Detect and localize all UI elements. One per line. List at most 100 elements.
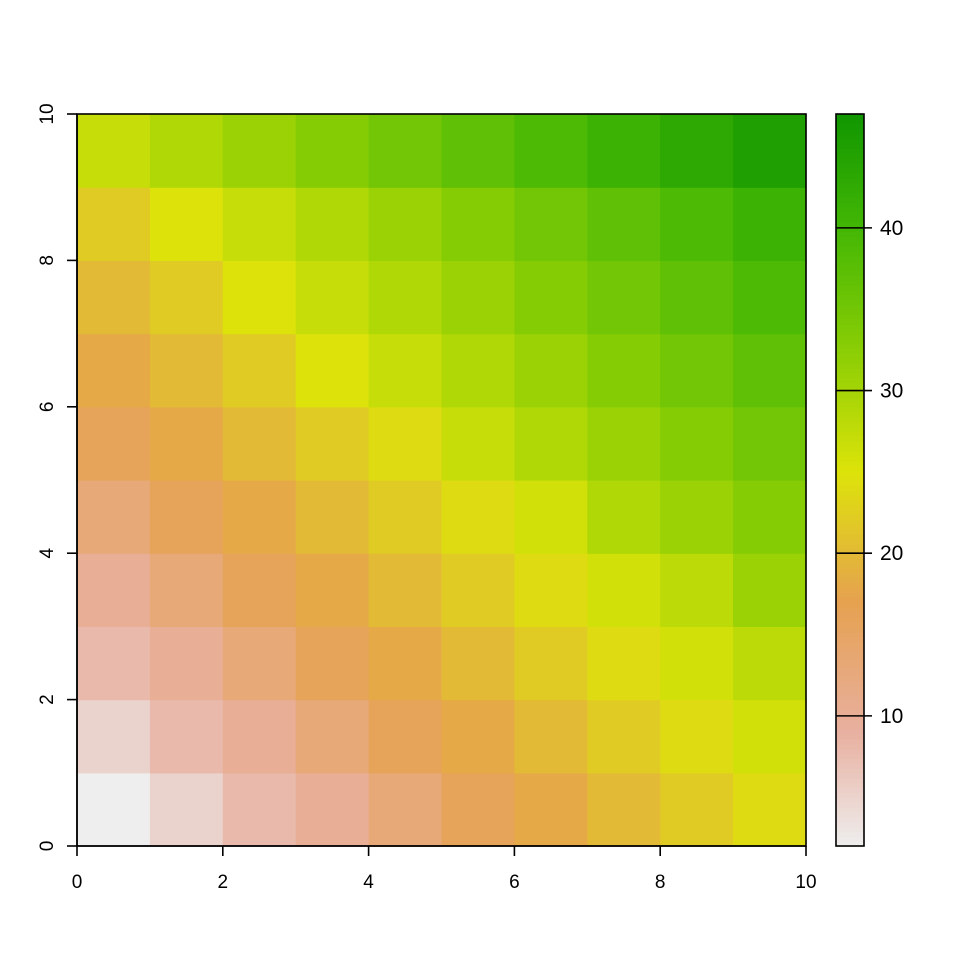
colorbar-strip — [836, 455, 864, 462]
colorbar-strip — [836, 206, 864, 213]
heatmap-cell — [149, 772, 224, 847]
colorbar-strip — [836, 811, 864, 818]
colorbar-strip — [836, 382, 864, 389]
colorbar-strip — [836, 436, 864, 442]
colorbar-strip — [836, 660, 864, 667]
colorbar-strip — [836, 738, 864, 745]
colorbar-strip — [836, 704, 864, 711]
colorbar-strip — [836, 763, 864, 769]
colorbar-strip — [836, 553, 864, 559]
colorbar-strip — [836, 606, 864, 613]
colorbar-strip — [836, 255, 864, 262]
colorbar-strip — [836, 265, 864, 271]
colorbar-strip — [836, 514, 864, 520]
colorbar-strip — [836, 558, 864, 564]
colorbar-strip — [836, 519, 864, 525]
heatmap-cell — [587, 260, 661, 335]
heatmap-cell — [368, 772, 443, 847]
heatmap-cell — [733, 772, 807, 847]
heatmap-cell — [514, 187, 588, 261]
heatmap-cell — [295, 699, 370, 774]
colorbar-strip — [836, 699, 864, 706]
colorbar-strip — [836, 802, 864, 808]
colorbar-strip — [836, 743, 864, 750]
heatmap-cell — [441, 480, 515, 554]
colorbar-strip — [836, 465, 864, 472]
heatmap-cell — [733, 699, 807, 774]
colorbar-strip — [836, 338, 864, 345]
heatmap-cell — [222, 553, 297, 627]
colorbar-strip — [836, 728, 864, 735]
x-tick-label: 6 — [509, 872, 520, 893]
heatmap-cell — [149, 333, 224, 408]
colorbar-strip — [836, 494, 864, 501]
colorbar-strip — [836, 645, 864, 652]
colorbar-strip — [836, 236, 864, 242]
colorbar-strip — [836, 821, 864, 828]
colorbar-strip — [836, 709, 864, 716]
colorbar-strip — [836, 714, 864, 720]
colorbar-strip — [836, 270, 864, 276]
colorbar-strip — [836, 157, 864, 164]
colorbar-strip — [836, 523, 864, 530]
heatmap-cell — [222, 333, 297, 408]
heatmap-cell — [514, 480, 588, 554]
heatmap-cell — [368, 480, 443, 554]
heatmap-cell — [660, 699, 734, 774]
colorbar-strip — [836, 470, 864, 476]
heatmap-cell — [222, 480, 297, 554]
colorbar-strip — [836, 480, 864, 486]
heatmap-cell — [660, 480, 734, 554]
heatmap-cell — [660, 626, 734, 701]
colorbar-legend: 10 20 30 40 — [835, 113, 903, 847]
heatmap-cell — [660, 260, 734, 335]
y-axis: 0 2 4 6 8 10 — [37, 103, 78, 851]
colorbar-ticks: 10 20 30 40 — [836, 217, 903, 728]
colorbar-strip — [836, 240, 864, 247]
heatmap-cells — [77, 114, 807, 847]
colorbar-strip — [836, 138, 864, 145]
colorbar-strip — [836, 489, 864, 496]
heatmap-cell — [295, 406, 370, 481]
colorbar-strip — [836, 226, 864, 232]
colorbar-strip — [836, 572, 864, 579]
colorbar-strip — [836, 333, 864, 340]
colorbar-strip — [836, 538, 864, 545]
colorbar-strip — [836, 275, 864, 281]
colorbar-strip — [836, 548, 864, 554]
y-tick-label: 8 — [37, 255, 58, 266]
colorbar-strip — [836, 533, 864, 540]
colorbar-strip — [836, 196, 864, 203]
colorbar-strip — [836, 636, 864, 642]
colorbar-strip — [836, 372, 864, 379]
heatmap-cell — [441, 626, 515, 701]
colorbar-strip — [836, 201, 864, 208]
colorbar-strip — [836, 304, 864, 310]
colorbar-strip — [836, 284, 864, 291]
heatmap-cell — [77, 553, 151, 627]
colorbar-strip — [836, 192, 864, 198]
heatmap-cell — [587, 553, 661, 627]
heatmap-cell — [660, 406, 734, 481]
colorbar-strip — [836, 118, 864, 125]
colorbar-tick-label: 40 — [880, 217, 903, 240]
colorbar-strip — [836, 616, 864, 623]
heatmap-cell — [733, 480, 807, 554]
colorbar-strip — [836, 445, 864, 452]
y-tick-label: 2 — [37, 694, 58, 705]
colorbar-strip — [836, 831, 864, 838]
heatmap-cell — [368, 260, 443, 335]
heatmap-cell — [514, 260, 588, 335]
colorbar-strip — [836, 294, 864, 301]
colorbar-strip — [836, 602, 864, 608]
heatmap-cell — [733, 114, 807, 188]
colorbar-strip — [836, 143, 864, 149]
heatmap-cell — [587, 626, 661, 701]
colorbar-strip — [836, 358, 864, 364]
heatmap-cell — [149, 406, 224, 481]
colorbar-strip — [836, 626, 864, 633]
colorbar-strip — [836, 177, 864, 184]
heatmap-cell — [77, 260, 151, 335]
heatmap-cell — [295, 114, 370, 188]
heatmap-cell — [77, 772, 151, 847]
